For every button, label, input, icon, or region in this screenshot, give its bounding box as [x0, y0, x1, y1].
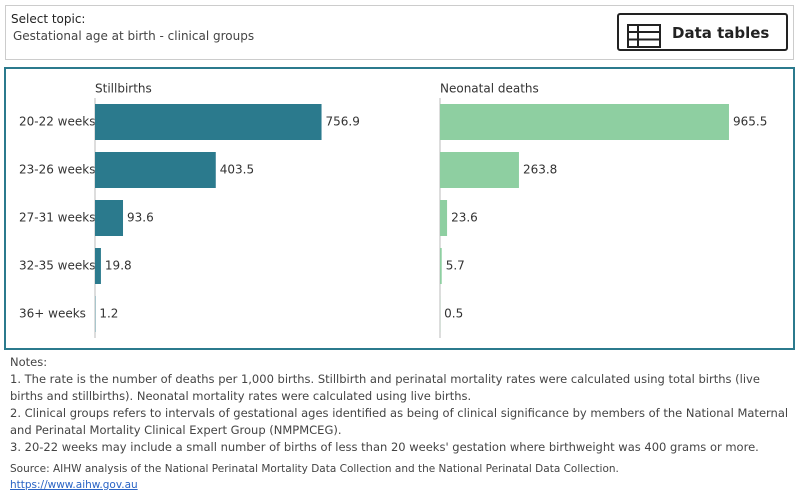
data-tables-button[interactable]: Data tables	[617, 13, 788, 51]
chart-panel: 20-22 weeks 23-26 weeks 27-31 weeks 32-35 w…	[4, 67, 795, 350]
note: 1. The rate is the number of deaths per …	[10, 372, 760, 403]
value-label: 93.6	[127, 211, 154, 225]
value-label: 5.7	[446, 259, 465, 273]
source-text: Source: AIHW analysis of the National Pe…	[10, 463, 619, 475]
source: Source: AIHW analysis of the National Pe…	[10, 461, 619, 493]
topic-selector[interactable]: Select topic: Gestational age at birth -…	[5, 5, 794, 60]
bar	[440, 152, 519, 188]
value-label: 756.9	[326, 115, 360, 129]
note: 3. 20-22 weeks may include a small numbe…	[10, 440, 759, 454]
notes: Notes: 1. The rate is the number of deat…	[10, 354, 795, 456]
value-label: 263.8	[523, 163, 557, 177]
panel-border	[4, 67, 795, 350]
source-link[interactable]: https://www.aihw.gov.au	[10, 479, 138, 491]
notes-heading: Notes:	[10, 355, 48, 369]
value-label: 403.5	[220, 163, 254, 177]
button-label[interactable]: Data tables	[672, 24, 770, 42]
bar	[440, 248, 442, 284]
note: 2. Clinical groups refers to intervals o…	[10, 406, 789, 437]
bar	[95, 248, 101, 284]
category-label: 32-35 weeks	[19, 259, 95, 273]
selector-label: Select topic:	[11, 12, 86, 26]
chart-title: Neonatal deaths	[440, 82, 539, 96]
value-label: 0.5	[444, 307, 463, 321]
value-label: 965.5	[733, 115, 767, 129]
bar	[95, 200, 124, 236]
value-label: 19.8	[105, 259, 132, 273]
bar	[440, 104, 729, 140]
chart-title: Stillbirths	[95, 82, 152, 96]
table-icon	[627, 24, 661, 48]
category-label: 23-26 weeks	[19, 163, 95, 177]
category-label: 20-22 weeks	[19, 115, 95, 129]
selector-value[interactable]: Gestational age at birth - clinical grou…	[13, 29, 255, 43]
category-label: 36+ weeks	[19, 307, 86, 321]
bar	[95, 152, 216, 188]
value-label: 23.6	[451, 211, 478, 225]
value-label: 1.2	[99, 307, 118, 321]
bar	[440, 200, 448, 236]
bar	[95, 104, 322, 140]
category-label: 27-31 weeks	[19, 211, 95, 225]
